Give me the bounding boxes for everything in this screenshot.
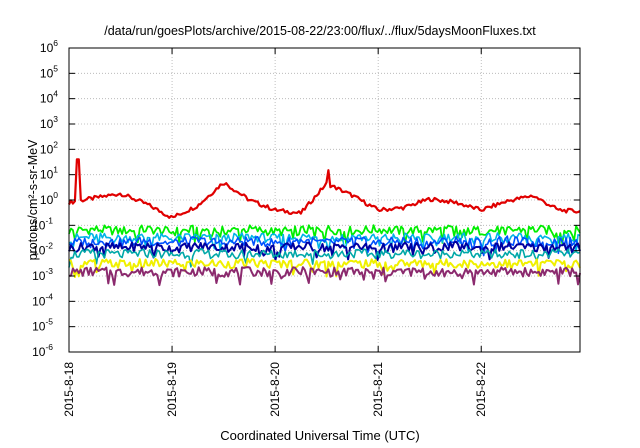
y-tick-label: 10-4 — [32, 291, 53, 308]
x-tick-label: 2015-8-20 — [268, 362, 282, 417]
chart-title: /data/run/goesPlots/archive/2015-08-22/2… — [104, 24, 536, 38]
x-tick-label: 2015-8-21 — [371, 362, 385, 417]
x-tick-label: 2015-8-18 — [62, 362, 76, 417]
y-tick-label: 100 — [40, 190, 58, 207]
grid-lines — [69, 48, 580, 352]
series-group — [68, 158, 581, 287]
series-line-7 — [68, 257, 581, 278]
series-line-3 — [68, 232, 581, 253]
y-tick-label: 102 — [40, 139, 58, 156]
series-line-1 — [68, 158, 581, 219]
y-tick-label: 104 — [40, 89, 58, 106]
x-tick-label: 2015-8-22 — [474, 362, 488, 417]
y-tick-label: 103 — [40, 114, 58, 131]
y-tick-label: 101 — [40, 165, 58, 182]
y-tick-label: 10-6 — [32, 342, 53, 359]
series-line-5 — [68, 240, 581, 261]
series-line-8 — [68, 266, 581, 287]
series-line-6 — [68, 248, 581, 268]
x-tick-label: 2015-8-19 — [165, 362, 179, 417]
y-tick-label: 10-5 — [32, 317, 53, 334]
y-tick-label: 10-3 — [32, 266, 53, 283]
y-tick-label: 106 — [40, 38, 58, 55]
y-tick-label: 105 — [40, 63, 58, 80]
x-axis-label: Coordinated Universal Time (UTC) — [220, 428, 420, 443]
